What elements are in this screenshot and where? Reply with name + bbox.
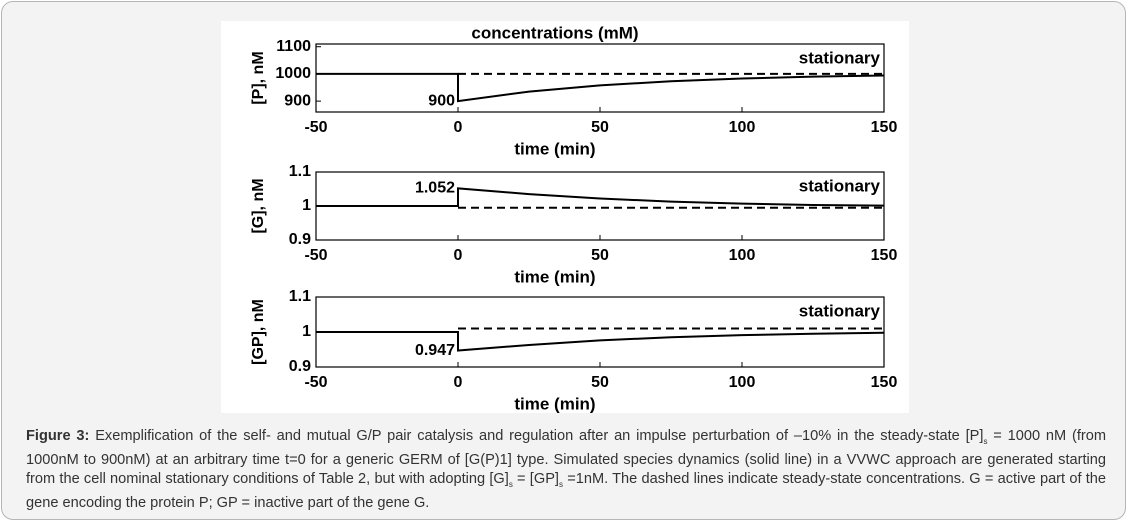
stationary-annotation: stationary	[799, 301, 881, 320]
y-tick-label: 1000	[275, 65, 311, 82]
y-axis-label: [G], nM	[250, 178, 267, 233]
caption-subscript: s	[983, 436, 988, 446]
x-tick-label: 50	[591, 119, 609, 136]
stationary-annotation: stationary	[799, 176, 881, 195]
y-tick-label: 1.1	[289, 288, 311, 305]
x-axis-label: time (min)	[514, 394, 595, 413]
caption-subscript: s	[558, 479, 563, 489]
value-annotation: 1.052	[415, 180, 455, 197]
y-tick-label: 1	[302, 323, 311, 340]
y-tick-label: 0.9	[289, 231, 311, 248]
x-tick-label: 150	[871, 374, 898, 391]
dynamics-line	[316, 72, 885, 103]
y-axis-label: [P], nM	[250, 51, 267, 104]
y-tick-label: 0.9	[289, 358, 311, 375]
x-tick-label: 100	[729, 374, 756, 391]
chart-title: concentrations (mM)	[471, 23, 638, 42]
caption-text: = 1000 nM (from 1000nM to 900nM) at an a…	[26, 428, 1107, 487]
value-annotation: 0.947	[415, 342, 455, 359]
x-tick-label: -50	[304, 247, 327, 264]
x-tick-label: 150	[871, 247, 898, 264]
figure: concentrations (mM)-50 0 50 100 150110010009…	[221, 21, 909, 413]
caption-text: =1nM. The dashed lines indicate steady-s…	[26, 470, 1107, 511]
x-tick-label: 0	[454, 247, 463, 264]
value-annotation: 900	[428, 92, 455, 109]
x-tick-label: 50	[591, 374, 609, 391]
caption: Figure 3: Exemplification of the self- a…	[26, 427, 1106, 513]
x-tick-label: 50	[591, 247, 609, 264]
x-tick-label: 100	[729, 247, 756, 264]
x-tick-label: -50	[304, 374, 327, 391]
x-tick-label: 0	[454, 119, 463, 136]
y-tick-label: 1	[302, 197, 311, 214]
figure-background	[221, 21, 909, 413]
y-tick-label: 1100	[276, 38, 311, 55]
y-tick-label: 900	[284, 92, 311, 109]
caption-text: = [GP]	[512, 470, 559, 487]
x-tick-label: 0	[454, 374, 463, 391]
stationary-annotation: stationary	[799, 48, 881, 67]
caption-text: Exemplification of the self- and mutual …	[89, 428, 984, 444]
x-axis-label: time (min)	[514, 139, 595, 158]
y-axis-label: [GP], nM	[250, 299, 267, 365]
x-tick-label: 150	[871, 119, 898, 136]
dynamics-line	[316, 331, 885, 352]
dynamics-line	[316, 187, 885, 207]
y-tick-label: 1.1	[289, 163, 311, 180]
x-tick-label: -50	[304, 119, 327, 136]
x-tick-label: 100	[729, 119, 756, 136]
caption-label: Figure 3:	[26, 428, 90, 444]
x-axis-label: time (min)	[514, 267, 595, 286]
caption-subscript: s	[508, 479, 513, 489]
